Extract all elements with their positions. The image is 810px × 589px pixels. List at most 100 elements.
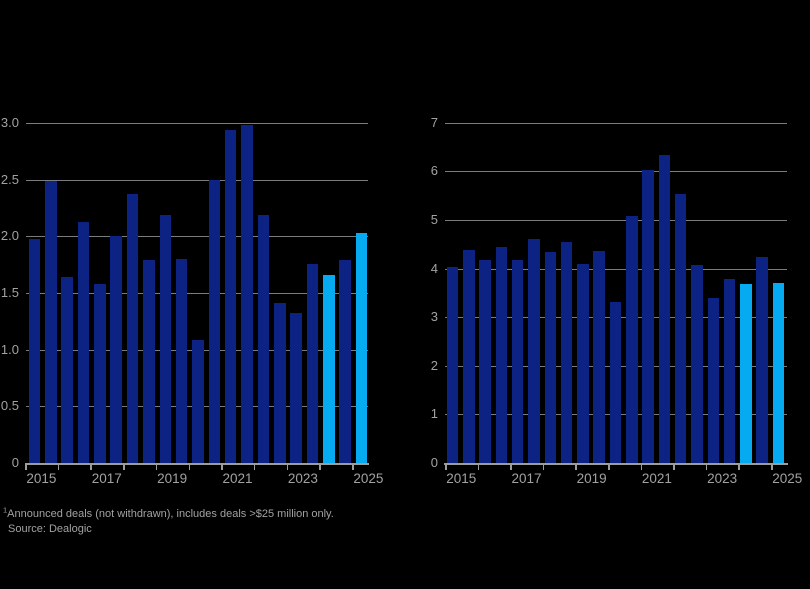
y-axis-label: 3.0 bbox=[0, 115, 19, 131]
bar-2024-h2 bbox=[339, 260, 351, 463]
axis-tick bbox=[221, 464, 223, 470]
x-axis-label: 2021 bbox=[222, 471, 253, 486]
bar-2023-h1 bbox=[707, 297, 720, 463]
bar-2015-h1 bbox=[28, 238, 41, 463]
y-axis-label: 1 bbox=[430, 406, 438, 422]
bar-2019-h2 bbox=[175, 259, 188, 463]
x-axis-label: 2025 bbox=[772, 471, 803, 486]
x-axis-line bbox=[444, 463, 788, 465]
axis-tick bbox=[608, 464, 610, 470]
bar-2025-h1 bbox=[772, 282, 785, 463]
bar-2025-h1 bbox=[355, 233, 368, 463]
bar-2016-h1 bbox=[479, 260, 491, 463]
footnote: 1Announced deals (not withdrawn), includ… bbox=[3, 505, 334, 537]
bar-2017-h1 bbox=[511, 259, 524, 463]
bar-2018-h2 bbox=[560, 241, 573, 463]
gridline bbox=[26, 123, 368, 125]
gridline bbox=[445, 171, 787, 173]
gridline bbox=[26, 293, 368, 295]
bar-2016-h2 bbox=[495, 246, 508, 463]
x-axis-line bbox=[25, 463, 369, 465]
axis-tick bbox=[477, 464, 480, 470]
x-axis-label: 2015 bbox=[446, 471, 477, 486]
y-axis-label: 0.5 bbox=[0, 398, 19, 414]
footnote-text: Announced deals (not withdrawn), include… bbox=[7, 508, 334, 520]
bar-2017-h2 bbox=[110, 236, 123, 463]
axis-tick bbox=[352, 464, 354, 470]
bar-2022-h2 bbox=[691, 264, 703, 463]
bar-2024-h2 bbox=[756, 257, 768, 463]
bar-2022-h2 bbox=[273, 303, 286, 463]
bar-2018-h1 bbox=[544, 251, 557, 463]
bar-2022-h1 bbox=[674, 193, 687, 463]
bar-2021-h1 bbox=[642, 169, 654, 463]
axis-tick bbox=[57, 464, 60, 470]
axis-tick bbox=[319, 464, 321, 470]
bar-2021-h1 bbox=[224, 129, 237, 463]
y-axis-label: 0 bbox=[430, 455, 438, 470]
axis-tick bbox=[90, 464, 92, 470]
axis-tick bbox=[738, 464, 740, 470]
y-axis-label: 7 bbox=[430, 114, 438, 130]
bar-2016-h2 bbox=[77, 221, 90, 463]
bar-2015-h2 bbox=[463, 250, 475, 463]
y-axis-label: 1.0 bbox=[0, 341, 19, 357]
x-axis-label: 2019 bbox=[157, 471, 188, 486]
bar-2023-h1 bbox=[290, 313, 302, 463]
footnote-line-1: 1Announced deals (not withdrawn), includ… bbox=[3, 505, 334, 522]
y-axis-label: 6 bbox=[430, 163, 438, 179]
gridline bbox=[445, 122, 787, 124]
gridline bbox=[445, 220, 787, 221]
axis-tick bbox=[575, 464, 577, 470]
bar-2024-h1 bbox=[740, 283, 752, 463]
axis-tick bbox=[286, 464, 289, 470]
axis-tick bbox=[640, 464, 643, 470]
bar-2019-h2 bbox=[593, 250, 605, 463]
bar-2022-h1 bbox=[257, 214, 270, 463]
bar-2016-h1 bbox=[61, 277, 73, 463]
axis-tick bbox=[25, 464, 27, 470]
y-axis-label: 3 bbox=[430, 309, 438, 325]
axis-tick bbox=[510, 464, 512, 470]
x-axis-label: 2015 bbox=[26, 471, 57, 486]
y-axis-label: 0 bbox=[11, 455, 19, 470]
bar-2020-h1 bbox=[609, 302, 622, 463]
axis-tick bbox=[705, 464, 708, 470]
y-axis-label: 5 bbox=[430, 212, 438, 227]
y-axis-label: 4 bbox=[430, 260, 438, 276]
axis-tick bbox=[123, 464, 125, 470]
x-axis-label: 2023 bbox=[707, 471, 738, 486]
bar-2015-h1 bbox=[446, 267, 459, 463]
y-axis-label: 2.5 bbox=[0, 171, 19, 187]
x-axis-label: 2017 bbox=[511, 471, 542, 486]
axis-tick bbox=[542, 464, 545, 470]
bar-2018-h2 bbox=[143, 260, 155, 463]
gridline bbox=[445, 268, 787, 270]
bar-2024-h1 bbox=[323, 274, 335, 463]
bar-2021-h2 bbox=[241, 125, 253, 463]
gridline bbox=[26, 179, 368, 181]
gridline bbox=[26, 236, 368, 238]
bar-2023-h2 bbox=[723, 278, 736, 463]
axis-tick bbox=[253, 464, 256, 470]
bar-2019-h1 bbox=[159, 214, 172, 463]
x-axis-label: 2021 bbox=[641, 471, 672, 486]
bar-2021-h2 bbox=[658, 155, 671, 463]
bar-2020-h2 bbox=[626, 215, 638, 463]
footnote-superscript: 1 bbox=[3, 505, 8, 515]
x-axis-label: 2023 bbox=[287, 471, 318, 486]
y-axis-label: 1.5 bbox=[0, 285, 19, 301]
bar-2019-h1 bbox=[577, 264, 589, 463]
y-axis-label: 2 bbox=[430, 357, 438, 373]
bar-2015-h2 bbox=[45, 180, 57, 463]
bar-2017-h2 bbox=[528, 238, 540, 463]
x-axis-label: 2019 bbox=[576, 471, 607, 486]
bar-2020-h1 bbox=[192, 339, 204, 463]
bar-2020-h2 bbox=[208, 179, 221, 463]
axis-tick bbox=[155, 464, 158, 470]
x-axis-label: 2025 bbox=[353, 471, 384, 486]
axis-tick bbox=[673, 464, 675, 470]
